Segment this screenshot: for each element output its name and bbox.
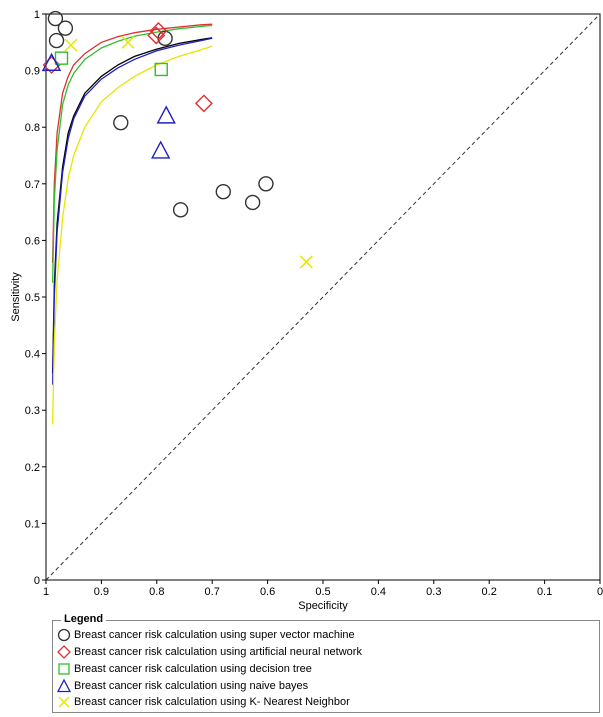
point-diamond bbox=[147, 26, 166, 45]
x-tick-label: 0.4 bbox=[371, 586, 386, 598]
legend-item-decision-tree: Breast cancer risk calculation using dec… bbox=[57, 661, 312, 677]
x-tick-label: 0.8 bbox=[149, 586, 164, 598]
legend-label: Breast cancer risk calculation using K- … bbox=[74, 696, 350, 708]
point-circle bbox=[47, 10, 64, 27]
triangle-marker-icon bbox=[57, 679, 71, 693]
y-tick-label: 0.5 bbox=[25, 292, 40, 304]
legend-label: Breast cancer risk calculation using dec… bbox=[74, 663, 312, 675]
point-circle bbox=[57, 20, 74, 36]
legend-label: Breast cancer risk calculation using sup… bbox=[74, 629, 355, 641]
point-cross bbox=[64, 38, 78, 52]
roc-plot: 1 0.9 0.8 0.7 0.6 0.5 0.4 0.3 0.2 0.1 0 0 0.1 0.2 0.3 0… bbox=[10, 9, 603, 612]
y-tick-label: 0.6 bbox=[25, 235, 40, 247]
data-points bbox=[41, 10, 313, 269]
point-diamond bbox=[149, 21, 168, 40]
point-triangle bbox=[151, 140, 171, 159]
y-tick-label: 0.3 bbox=[25, 405, 40, 417]
fitted-curve-1 bbox=[51, 24, 213, 283]
legend-item-svm: Breast cancer risk calculation using sup… bbox=[57, 627, 355, 643]
y-tick-label: 0.1 bbox=[25, 518, 40, 530]
x-tick-label: 0.9 bbox=[94, 586, 109, 598]
x-axis-label: Specificity bbox=[298, 600, 348, 612]
point-circle bbox=[157, 30, 173, 47]
diamond-marker-icon bbox=[57, 645, 71, 659]
square-marker-icon bbox=[58, 663, 70, 675]
x-tick-label: 0.7 bbox=[205, 586, 220, 598]
x-tick-label: 0 bbox=[597, 586, 603, 598]
point-diamond bbox=[194, 94, 213, 113]
x-tick-label: 0.1 bbox=[537, 586, 552, 598]
point-circle bbox=[244, 194, 261, 211]
fitted-curve-3 bbox=[51, 37, 213, 385]
legend-title: Legend bbox=[61, 613, 107, 625]
y-axis-label: Sensitivity bbox=[10, 272, 22, 322]
point-cross bbox=[299, 255, 313, 269]
y-tick-label: 0.8 bbox=[25, 122, 40, 134]
point-circle bbox=[215, 184, 231, 200]
point-circle bbox=[48, 32, 65, 49]
cross-marker-icon bbox=[58, 696, 70, 708]
legend-item-knn: Breast cancer risk calculation using K- … bbox=[57, 694, 350, 710]
x-tick-label: 1 bbox=[43, 586, 49, 598]
point-triangle bbox=[156, 105, 176, 124]
fitted-curve-0 bbox=[51, 23, 213, 264]
y-tick-label: 0.7 bbox=[25, 179, 40, 191]
x-tick-label: 0.2 bbox=[482, 586, 497, 598]
point-square bbox=[54, 51, 69, 65]
circle-marker-icon bbox=[57, 628, 71, 642]
y-tick-label: 0 bbox=[34, 575, 40, 587]
y-tick-label: 0.9 bbox=[25, 66, 40, 78]
fitted-curve-4 bbox=[51, 45, 213, 425]
y-tick-label: 1 bbox=[34, 9, 40, 21]
legend: Legend Breast cancer risk calculation us… bbox=[52, 613, 600, 713]
point-circle bbox=[258, 176, 274, 192]
fitted-curve-2 bbox=[51, 37, 213, 374]
legend-item-naive-bayes: Breast cancer risk calculation using nai… bbox=[57, 678, 308, 694]
point-diamond bbox=[42, 55, 61, 74]
y-tick-label: 0.2 bbox=[25, 462, 40, 474]
x-tick-label: 0.5 bbox=[315, 586, 330, 598]
diagonal-reference-line bbox=[45, 13, 601, 581]
legend-label: Breast cancer risk calculation using nai… bbox=[74, 680, 309, 692]
legend-label: Breast cancer risk calculation using art… bbox=[74, 646, 362, 658]
y-tick-label: 0.4 bbox=[25, 349, 40, 361]
point-triangle bbox=[41, 52, 62, 71]
point-square bbox=[154, 62, 168, 77]
legend-item-ann: Breast cancer risk calculation using art… bbox=[57, 644, 362, 660]
axis-ticks: 1 0.9 0.8 0.7 0.6 0.5 0.4 0.3 0.2 0.1 0 0 0.1 0.2 0.3 0… bbox=[25, 9, 603, 598]
point-cross bbox=[121, 35, 135, 49]
x-tick-label: 0.6 bbox=[260, 586, 275, 598]
point-circle bbox=[172, 202, 189, 218]
fitted-curves bbox=[51, 23, 213, 425]
point-circle bbox=[113, 114, 129, 131]
x-tick-label: 0.3 bbox=[426, 586, 441, 598]
